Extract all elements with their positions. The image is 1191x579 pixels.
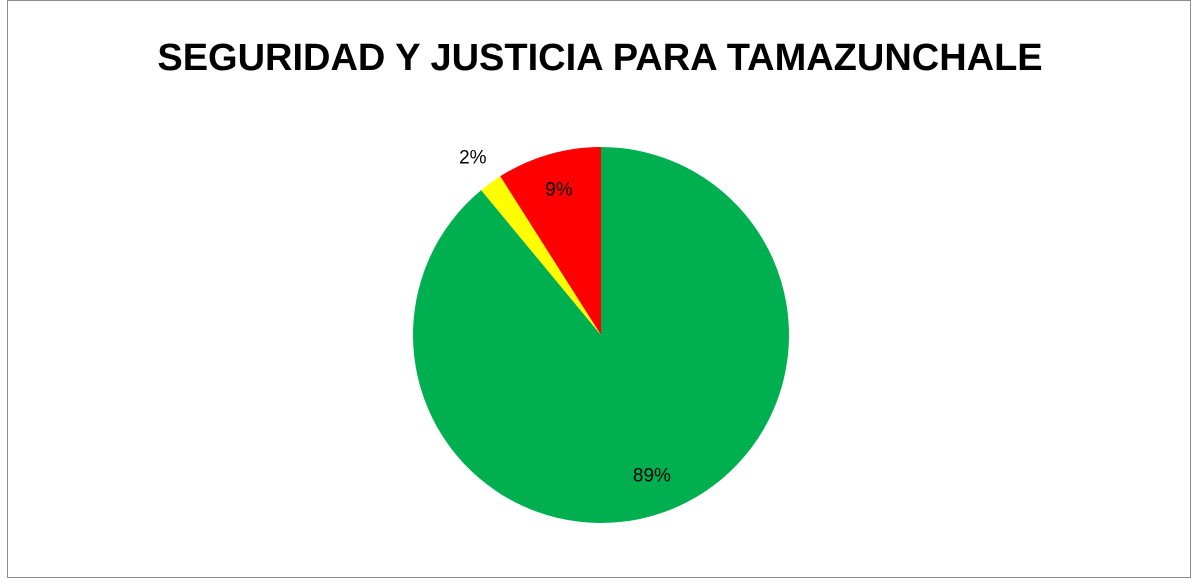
pie-slice xyxy=(481,176,601,335)
data-label: 2% xyxy=(459,148,487,169)
data-label: 9% xyxy=(545,180,573,201)
data-label: 89% xyxy=(633,466,671,487)
chart-title: SEGURIDAD Y JUSTICIA PARA TAMAZUNCHALE xyxy=(157,37,1042,79)
pie-slice xyxy=(500,147,601,335)
